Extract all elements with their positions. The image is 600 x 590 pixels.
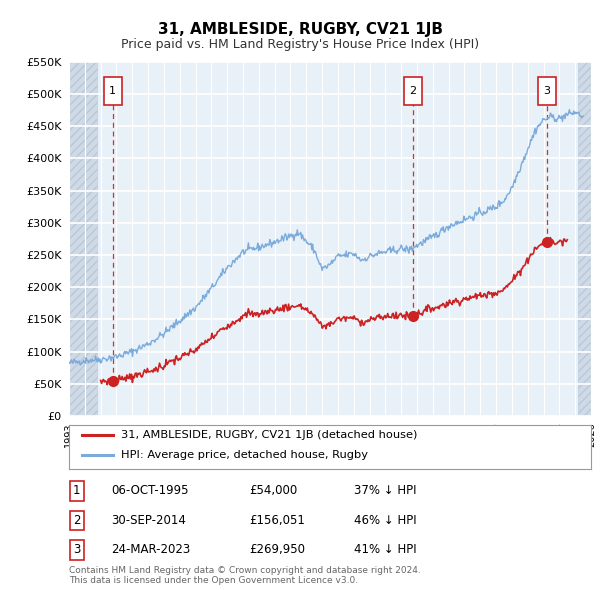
Text: 37% ↓ HPI: 37% ↓ HPI: [354, 484, 416, 497]
Text: 46% ↓ HPI: 46% ↓ HPI: [354, 514, 416, 527]
Text: 3: 3: [73, 543, 80, 556]
Text: 31, AMBLESIDE, RUGBY, CV21 1JB: 31, AMBLESIDE, RUGBY, CV21 1JB: [157, 22, 443, 37]
Text: 2: 2: [409, 86, 416, 96]
FancyBboxPatch shape: [538, 77, 556, 105]
Text: 1: 1: [109, 86, 116, 96]
Bar: [69, 62, 97, 416]
FancyBboxPatch shape: [104, 77, 122, 105]
Text: 41% ↓ HPI: 41% ↓ HPI: [354, 543, 416, 556]
Text: 06-OCT-1995: 06-OCT-1995: [111, 484, 188, 497]
Text: 30-SEP-2014: 30-SEP-2014: [111, 514, 186, 527]
Text: 3: 3: [544, 86, 551, 96]
Bar: [578, 62, 591, 416]
Text: 1: 1: [73, 484, 80, 497]
Text: 24-MAR-2023: 24-MAR-2023: [111, 543, 190, 556]
Text: £156,051: £156,051: [249, 514, 305, 527]
Text: £54,000: £54,000: [249, 484, 297, 497]
Text: Contains HM Land Registry data © Crown copyright and database right 2024.
This d: Contains HM Land Registry data © Crown c…: [69, 566, 421, 585]
Text: 2: 2: [73, 514, 80, 527]
FancyBboxPatch shape: [404, 77, 422, 105]
Text: HPI: Average price, detached house, Rugby: HPI: Average price, detached house, Rugb…: [121, 450, 368, 460]
Text: £269,950: £269,950: [249, 543, 305, 556]
Text: Price paid vs. HM Land Registry's House Price Index (HPI): Price paid vs. HM Land Registry's House …: [121, 38, 479, 51]
Text: 31, AMBLESIDE, RUGBY, CV21 1JB (detached house): 31, AMBLESIDE, RUGBY, CV21 1JB (detached…: [121, 431, 418, 440]
